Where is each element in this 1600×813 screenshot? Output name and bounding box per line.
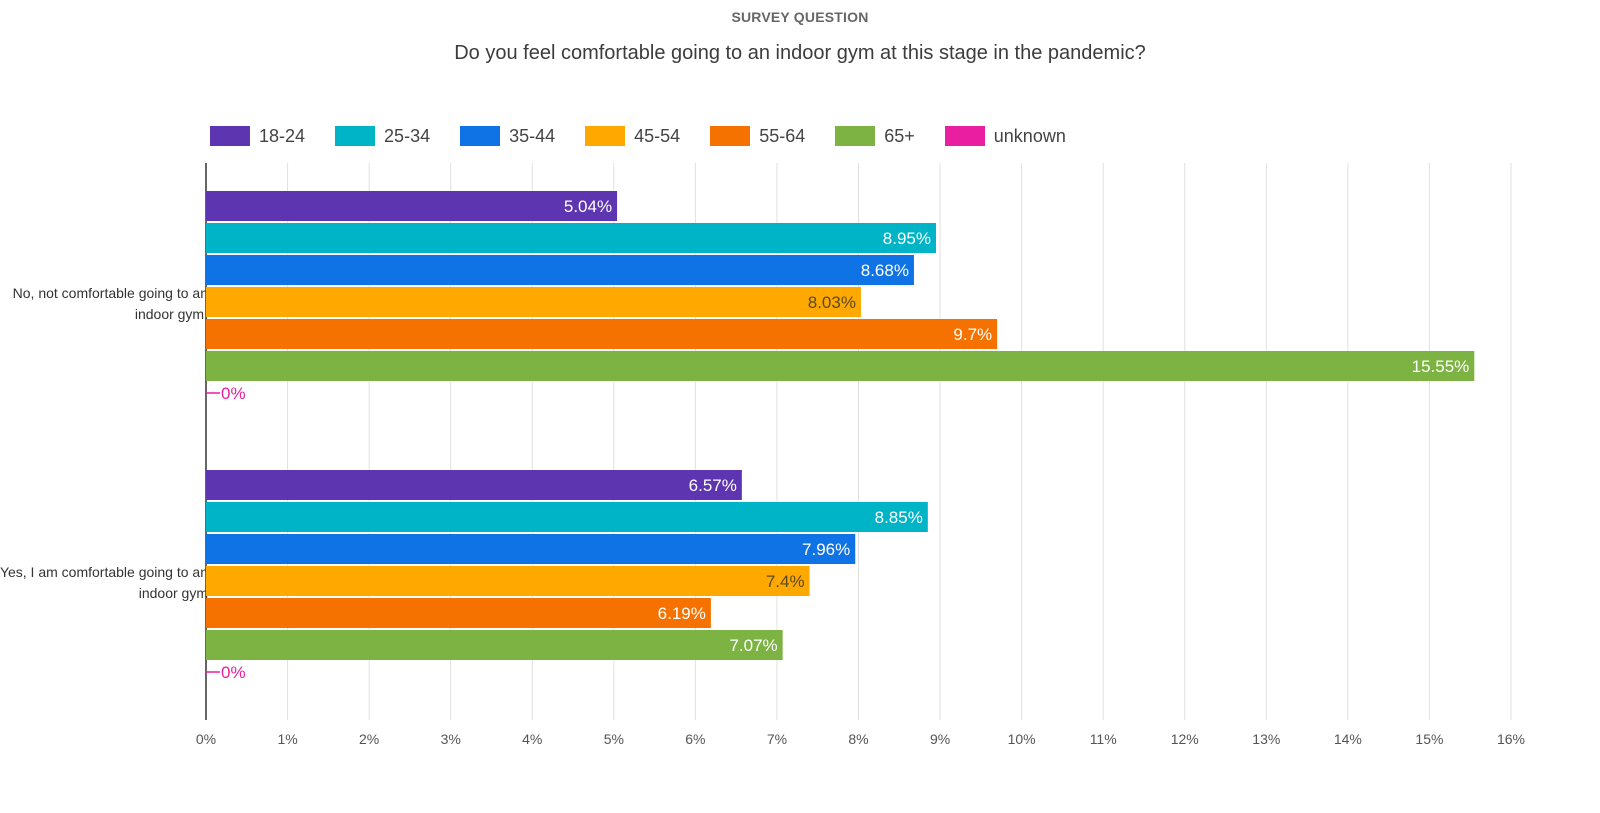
bar-value-label: 8.68% <box>861 261 909 280</box>
x-tick-label: 14% <box>1334 731 1362 747</box>
legend-item-55-64[interactable]: 55-64 <box>710 126 805 147</box>
bar <box>206 598 711 628</box>
x-tick-label: 2% <box>359 731 379 747</box>
legend-label-unknown: unknown <box>993 125 1066 146</box>
bar <box>206 470 742 500</box>
legend-item-65-plus[interactable]: 65+ <box>835 126 915 147</box>
bar-value-label: 6.57% <box>689 476 737 495</box>
x-tick-label: 5% <box>604 731 624 747</box>
bar <box>206 287 861 317</box>
x-tick-label: 11% <box>1090 731 1117 747</box>
legend-item-18-24[interactable]: 18-24 <box>210 126 305 147</box>
x-tick-label: 9% <box>930 731 950 747</box>
bar <box>206 502 928 532</box>
legend-swatch-35-44 <box>460 126 501 146</box>
bar-value-label: 5.04% <box>564 197 612 216</box>
legend-swatch-unknown <box>944 126 985 146</box>
bar-value-label: 7.07% <box>729 636 777 655</box>
bar <box>206 223 936 253</box>
category-label-yes: Yes, I am comfortable going to an indoor… <box>0 564 208 601</box>
bar <box>206 255 914 285</box>
legend-swatch-55-64 <box>710 126 751 146</box>
bar-value-label: 0% <box>221 384 246 403</box>
x-tick-label: 10% <box>1008 731 1036 747</box>
legend-swatch-65-plus <box>835 126 876 146</box>
bar-value-label: 8.85% <box>875 508 923 527</box>
x-tick-label: 1% <box>277 731 297 747</box>
bar <box>206 319 998 349</box>
category-label-no: No, not comfortable going to an indoor g… <box>12 285 208 322</box>
legend: 18-24 25-34 35-44 45-54 55-64 65+ unknow… <box>210 124 1096 148</box>
x-tick-label: 16% <box>1497 731 1525 747</box>
x-tick-label: 13% <box>1252 731 1280 747</box>
bar <box>206 191 618 221</box>
x-tick-label: 7% <box>767 731 787 747</box>
bar-value-label: 0% <box>221 663 246 682</box>
legend-label-65-plus: 65+ <box>884 125 915 146</box>
legend-item-25-34[interactable]: 25-34 <box>335 126 430 147</box>
bar <box>206 351 1475 381</box>
x-tick-label: 0% <box>196 731 216 747</box>
x-tick-label: 8% <box>848 731 868 747</box>
bar-value-label: 8.03% <box>808 293 856 312</box>
bar-value-label: 6.19% <box>658 604 706 623</box>
bar-value-label: 7.4% <box>766 572 805 591</box>
bar-value-label: 8.95% <box>883 229 931 248</box>
legend-item-35-44[interactable]: 35-44 <box>460 126 555 147</box>
bar-value-label: 7.96% <box>802 540 850 559</box>
legend-swatch-18-24 <box>210 126 250 146</box>
legend-label-18-24: 18-24 <box>259 125 306 146</box>
legend-label-45-54: 45-54 <box>634 125 681 146</box>
bar <box>206 630 783 660</box>
x-tick-label: 12% <box>1171 731 1199 747</box>
legend-label-25-34: 25-34 <box>384 125 431 146</box>
x-tick-label: 4% <box>522 731 542 747</box>
bar <box>206 566 810 596</box>
bar <box>206 534 856 564</box>
legend-swatch-45-54 <box>585 126 626 146</box>
bar-value-label: 9.7% <box>953 325 992 344</box>
x-tick-label: 3% <box>441 731 461 747</box>
x-tick-label: 6% <box>685 731 705 747</box>
legend-swatch-25-34 <box>335 126 376 146</box>
bar-value-label: 15.55% <box>1412 357 1470 376</box>
chart-title: Do you feel comfortable going to an indo… <box>454 42 1146 64</box>
legend-item-unknown[interactable]: unknown <box>944 125 1066 147</box>
legend-label-35-44: 35-44 <box>509 125 556 146</box>
legend-item-45-54[interactable]: 45-54 <box>585 126 680 147</box>
chart-kicker: SURVEY QUESTION <box>731 9 869 25</box>
x-tick-label: 15% <box>1415 731 1443 747</box>
legend-label-55-64: 55-64 <box>759 125 806 146</box>
